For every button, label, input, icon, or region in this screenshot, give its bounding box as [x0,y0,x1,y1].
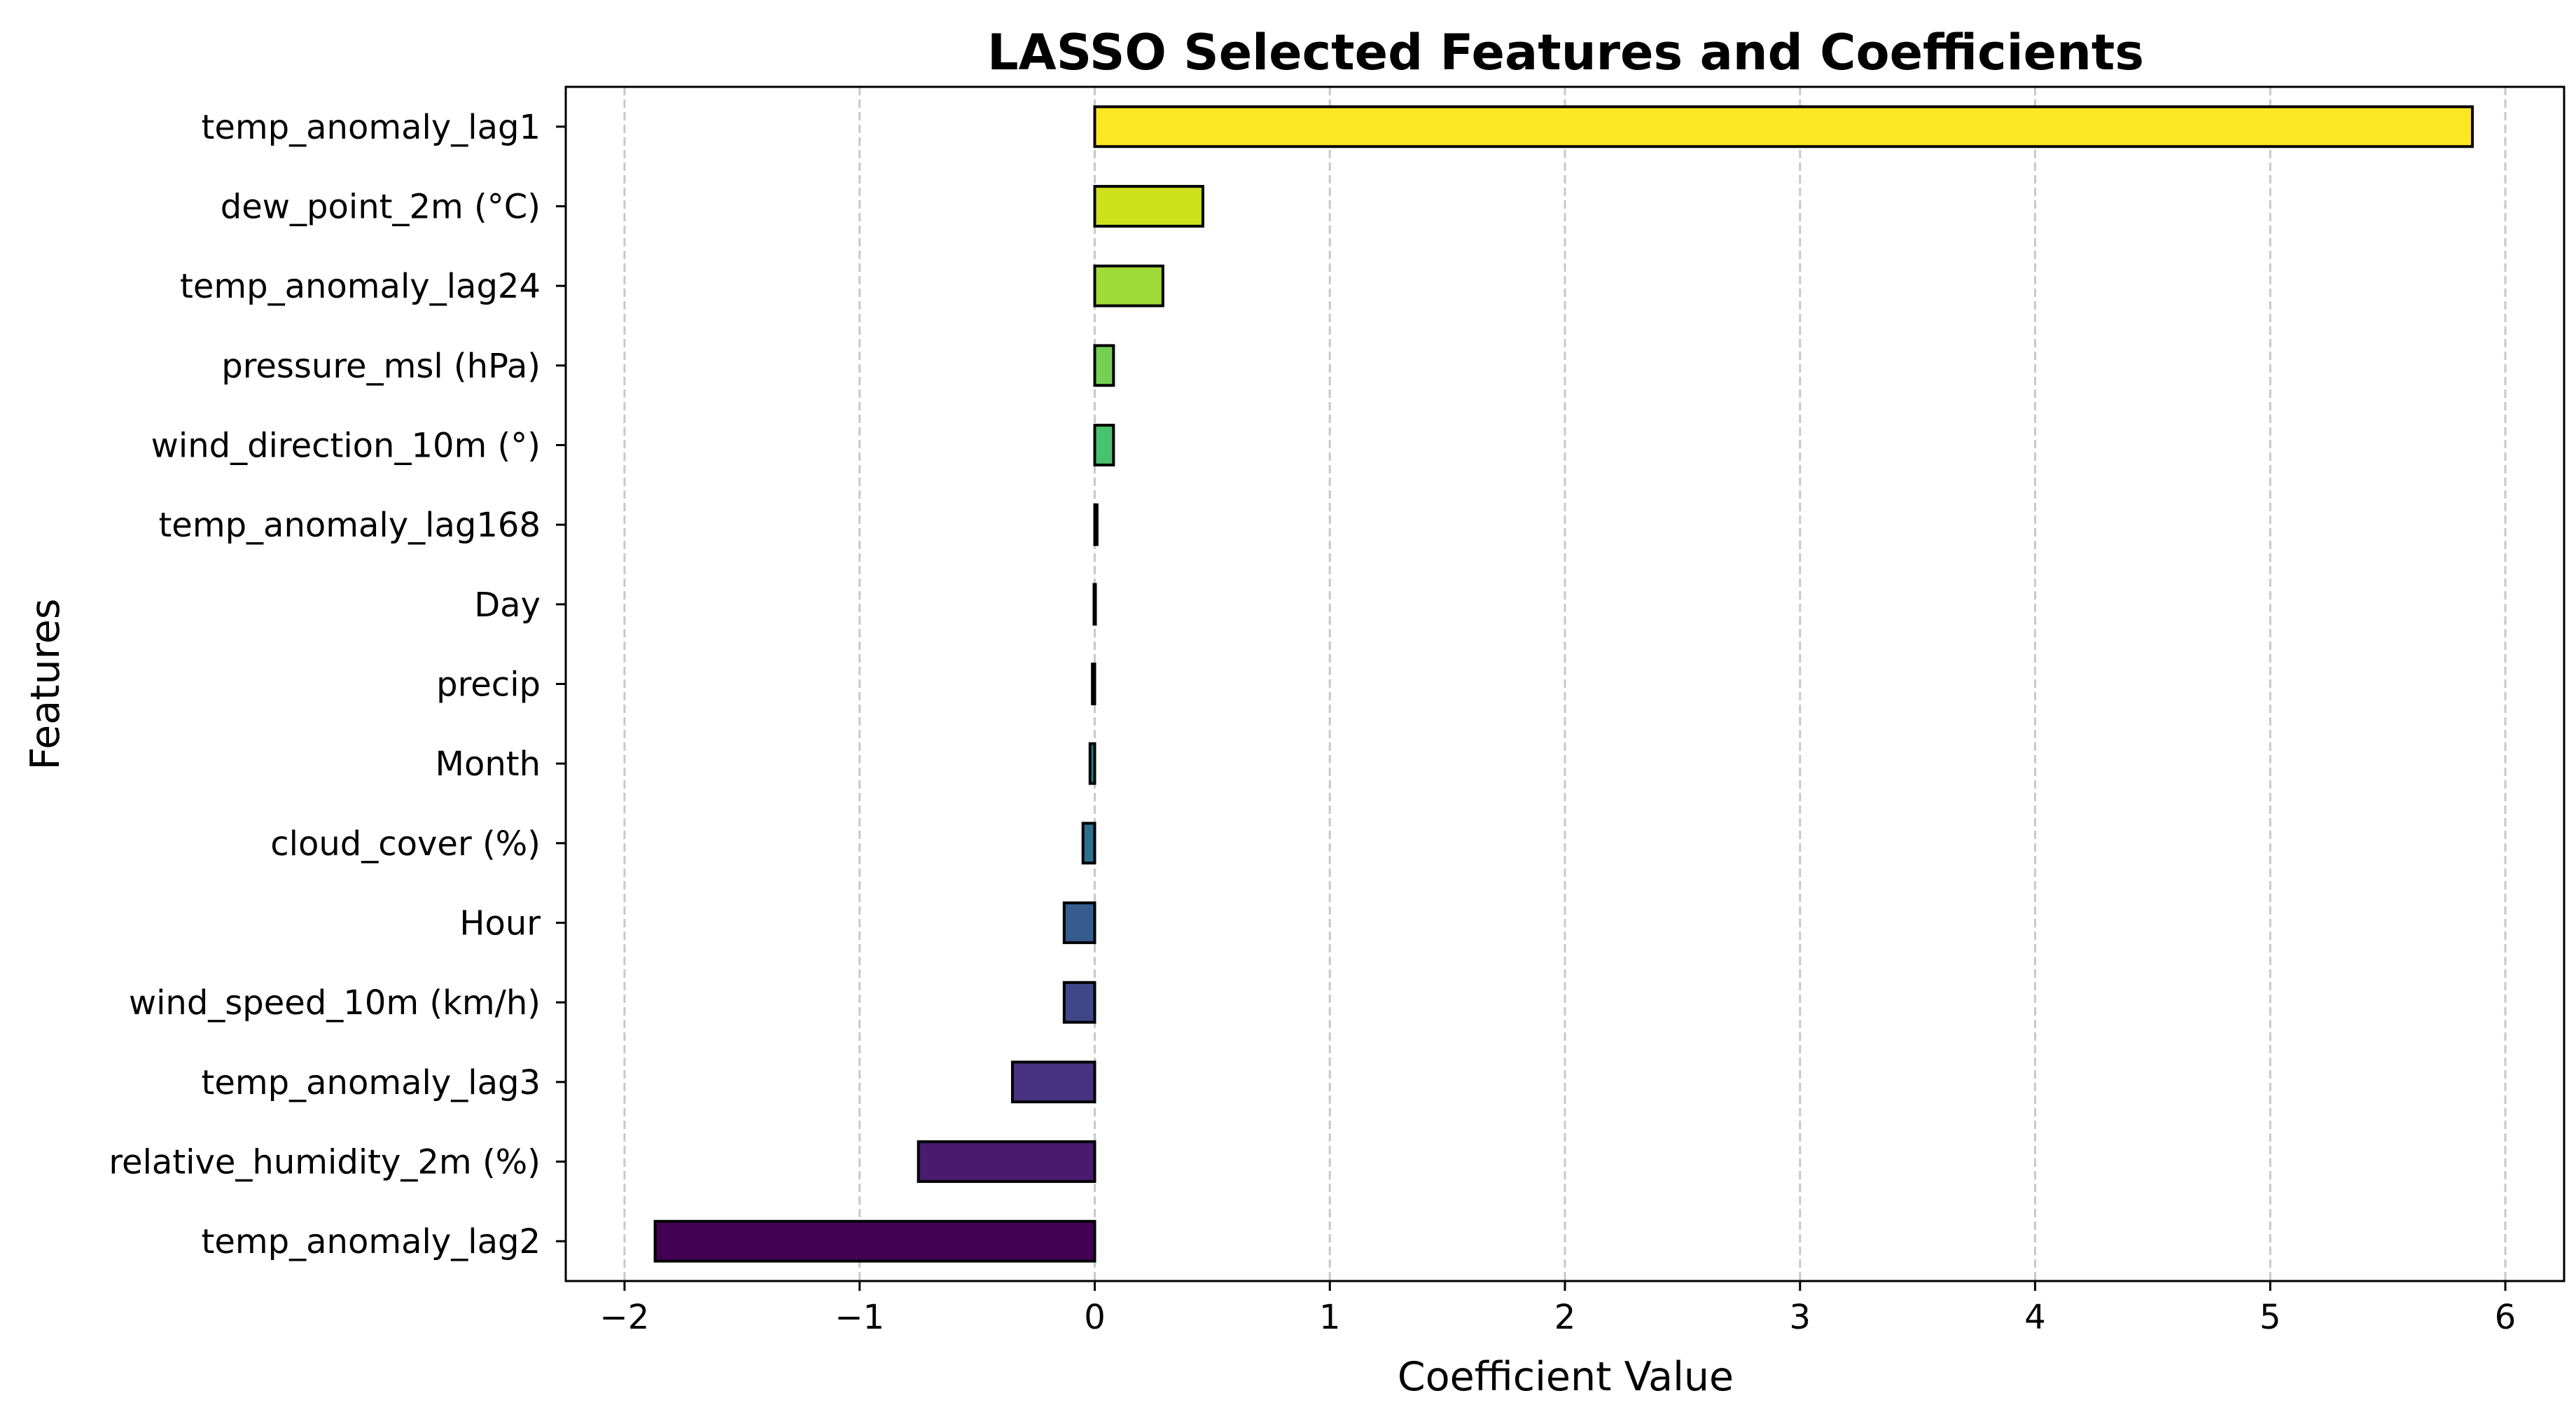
y-tick-label: Hour [459,904,541,943]
y-tick-label: temp_anomaly_lag24 [180,267,541,306]
y-tick-label: temp_anomaly_lag3 [202,1063,541,1102]
x-tick-label: 6 [2495,1298,2516,1337]
x-tick-label: 4 [2024,1298,2046,1337]
bar [917,1140,1096,1183]
y-tick-label: wind_speed_10m (km/h) [129,983,541,1023]
bar [1010,1060,1096,1104]
y-tick-label: wind_direction_10m (°) [151,427,541,466]
y-axis-ticks: temp_anomaly_lag1 dew_point_2m (°C) temp_a… [109,108,566,1261]
bar [1062,981,1096,1024]
y-tick-label: Month [436,745,541,784]
y-tick-label: cloud_cover (%) [270,824,541,864]
bar [1092,583,1097,626]
bar [1062,901,1096,944]
x-tick-label: 5 [2260,1298,2281,1337]
x-axis-label: Coefficient Value [1398,1354,1734,1400]
y-tick-label: temp_anomaly_lag2 [202,1222,541,1261]
x-tick-label: 3 [1789,1298,1811,1337]
bar [1093,185,1204,228]
y-tick-label: dew_point_2m (°C) [221,188,541,227]
bar [1093,503,1099,546]
bars [653,105,2474,1263]
x-tick-label: −2 [600,1298,650,1337]
y-tick-label: pressure_msl (hPa) [221,347,541,386]
y-tick-label: temp_anomaly_lag1 [202,108,541,147]
x-tick-label: 2 [1554,1298,1576,1337]
y-axis-label: Features [22,598,69,770]
y-tick-label: relative_humidity_2m (%) [109,1143,541,1182]
bar [1093,264,1164,307]
bar [653,1219,1096,1263]
bar [1088,742,1096,785]
y-tick-label: temp_anomaly_lag168 [158,506,541,545]
bar [1091,663,1096,705]
bar [1093,105,2474,148]
y-tick-label: Day [474,586,541,625]
bar [1093,424,1115,466]
bar [1081,822,1096,865]
chart-title: LASSO Selected Features and Coefficients [987,24,2144,81]
x-tick-label: 0 [1084,1298,1106,1337]
bar [1093,344,1115,387]
x-tick-label: 1 [1319,1298,1341,1337]
x-tick-label: −1 [835,1298,884,1337]
y-tick-label: precip [436,665,541,705]
x-axis-ticks: −2 −1 0 1 2 3 4 5 6 [600,1281,2516,1337]
